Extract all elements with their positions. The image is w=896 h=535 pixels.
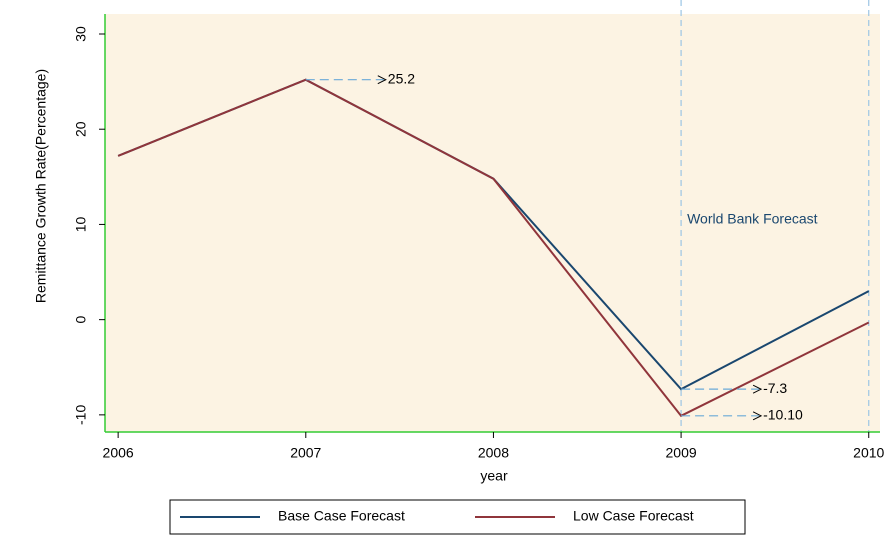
plot-background — [105, 14, 880, 432]
y-tick-label: 10 — [73, 216, 89, 232]
annotation-arrowhead — [377, 75, 387, 85]
legend-label: Base Case Forecast — [278, 508, 405, 524]
x-tick-label: 2006 — [103, 445, 134, 461]
x-axis-label: year — [480, 468, 508, 484]
y-tick-label: 20 — [73, 121, 89, 137]
x-tick-label: 2007 — [290, 445, 321, 461]
x-tick-label: 2009 — [666, 445, 697, 461]
annotation-label: 25.2 — [388, 70, 415, 86]
annotation-label: -10.10 — [763, 407, 803, 423]
y-tick-label: 30 — [73, 26, 89, 42]
forecast-label: World Bank Forecast — [687, 210, 818, 226]
x-tick-label: 2008 — [478, 445, 509, 461]
annotation-arrowhead — [752, 411, 763, 421]
y-tick-label: 0 — [73, 316, 89, 324]
legend-label: Low Case Forecast — [573, 508, 694, 524]
y-axis-label: Remittance Growth Rate(Percentage) — [33, 69, 49, 303]
series-line — [117, 78, 870, 418]
x-tick-label: 2010 — [853, 445, 884, 461]
annotation-label: -7.3 — [763, 380, 787, 396]
legend-box — [169, 499, 746, 535]
y-tick-label: -10 — [73, 405, 89, 425]
annotation-arrowhead — [752, 384, 763, 394]
